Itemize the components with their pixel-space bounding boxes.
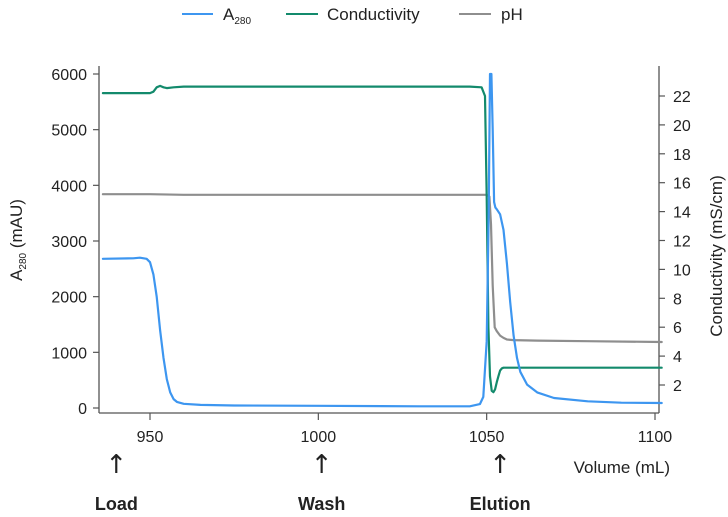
right-tick-label: 20: [673, 118, 691, 135]
phase-annotations: ↑ Load ↑ Wash ↑ Elution: [95, 450, 531, 514]
left-tick-label: 1000: [51, 345, 87, 362]
phase-label-elution: Elution: [470, 494, 531, 514]
legend: A280 Conductivity pH: [182, 5, 523, 27]
legend-label-a280: A280: [223, 5, 251, 27]
series-line-ph: [101, 193, 663, 344]
series-layer: [101, 72, 663, 408]
up-arrow-icon: ↑: [311, 450, 333, 480]
series-line-a280: [101, 72, 663, 408]
x-axis-title: Volume (mL): [574, 458, 670, 477]
right-tick-label: 10: [673, 262, 691, 279]
legend-entry-conductivity: Conductivity: [286, 5, 420, 24]
legend-entry-ph: pH: [459, 5, 523, 24]
right-tick-label: 4: [673, 349, 682, 366]
right-tick-label: 22: [673, 89, 691, 106]
right-tick-label: 14: [673, 205, 691, 222]
left-tick-label: 5000: [51, 123, 87, 140]
legend-label-conductivity: Conductivity: [327, 5, 420, 24]
x-tick-label: 1000: [301, 429, 337, 446]
series-line-conductivity: [101, 84, 663, 394]
up-arrow-icon: ↑: [105, 450, 127, 480]
axes: [98, 66, 660, 414]
phase-label-wash: Wash: [298, 494, 345, 514]
phase-label-load: Load: [95, 494, 138, 514]
right-tick-label: 8: [673, 291, 682, 308]
left-tick-label: 0: [78, 401, 87, 418]
left-axis-title: A280 (mAU): [7, 199, 29, 281]
left-tick-label: 2000: [51, 290, 87, 307]
left-tick-label: 3000: [51, 234, 87, 251]
left-tick-label: 6000: [51, 67, 87, 84]
right-axis-title: Conductivity (mS/cm): [707, 175, 726, 337]
right-tick-label: 12: [673, 234, 691, 251]
x-tick-label: 950: [137, 429, 164, 446]
x-tick-label: 1100: [638, 429, 673, 446]
right-tick-label: 16: [673, 176, 691, 193]
legend-label-ph: pH: [501, 5, 523, 24]
right-tick-label: 18: [673, 147, 691, 164]
right-tick-label: 2: [673, 378, 682, 395]
up-arrow-icon: ↑: [489, 450, 511, 480]
legend-entry-a280: A280: [182, 5, 251, 27]
x-tick-label: 1050: [469, 429, 505, 446]
left-axis-ticks: 0 1000 2000 3000 4000 5000 6000: [51, 67, 99, 418]
right-tick-label: 6: [673, 320, 682, 337]
right-axis-ticks: 2 4 6 8 10 12 14 16 18 20 22: [659, 89, 691, 395]
left-tick-label: 4000: [51, 178, 87, 195]
x-axis-ticks: 950 1000 1050 1100: [137, 413, 673, 446]
